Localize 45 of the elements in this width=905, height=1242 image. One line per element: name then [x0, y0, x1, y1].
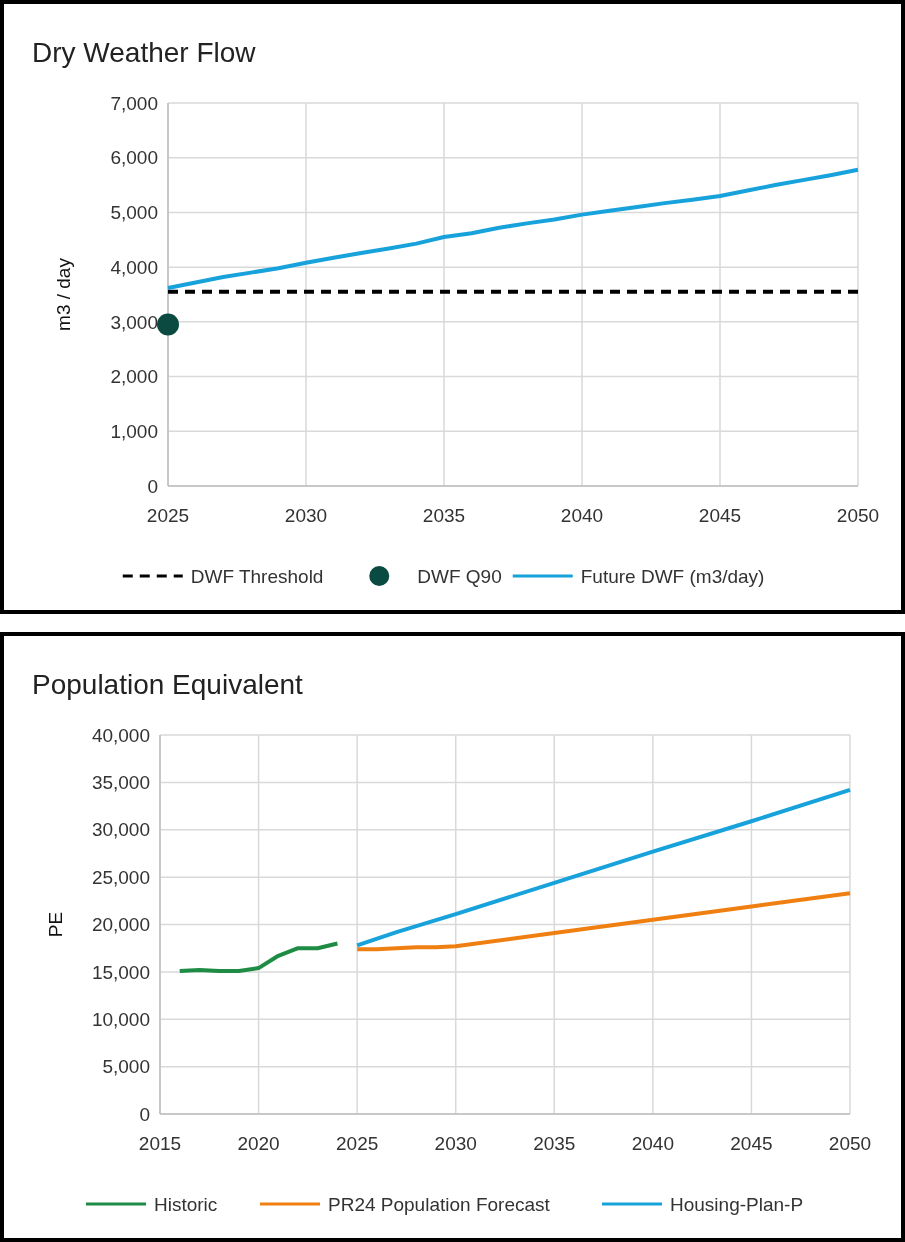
x-tick-label: 2035 [422, 505, 466, 526]
line-series [355, 787, 852, 948]
y-tick-label: 25,000 [91, 866, 150, 888]
line-series [166, 167, 860, 290]
x-tick-label: 2030 [284, 505, 328, 526]
y-axis-title: PE [45, 911, 66, 938]
x-tick-label: 2030 [434, 1133, 477, 1154]
chart-title: Population Equivalent [32, 669, 304, 700]
y-tick-label: 5,000 [110, 202, 158, 224]
y-tick-label: 7,000 [110, 92, 158, 114]
y-tick-label: 20,000 [91, 914, 150, 936]
y-tick-label: 30,000 [91, 819, 150, 841]
x-tick-label: 2040 [631, 1133, 674, 1154]
y-tick-label: 40,000 [91, 724, 150, 746]
y-tick-label: 4,000 [110, 256, 158, 278]
chart-title: Dry Weather Flow [32, 37, 257, 68]
y-tick-label: 2,000 [110, 366, 158, 388]
y-tick-label: 0 [139, 1103, 150, 1125]
y-axis-title: m3 / day [53, 257, 74, 331]
x-tick-label: 2020 [237, 1133, 280, 1154]
x-tick-label: 2025 [146, 505, 190, 526]
x-tick-label: 2045 [730, 1133, 773, 1154]
x-tick-label: 2015 [138, 1133, 182, 1154]
y-tick-label: 1,000 [110, 420, 158, 442]
y-tick-label: 3,000 [110, 311, 158, 333]
y-tick-label: 15,000 [91, 961, 150, 983]
x-tick-label: 2050 [836, 505, 880, 526]
line-series [177, 941, 340, 973]
legend-label: Historic [154, 1193, 218, 1215]
y-tick-label: 6,000 [110, 147, 158, 169]
legend-label: Future DWF (m3/day) [580, 565, 765, 587]
legend-label: Housing-Plan-P [670, 1193, 804, 1215]
x-tick-label: 2050 [828, 1133, 872, 1154]
y-tick-label: 10,000 [91, 1008, 150, 1030]
y-tick-label: 35,000 [91, 772, 150, 794]
legend-label: DWF Threshold [190, 565, 324, 587]
y-tick-label: 5,000 [102, 1056, 150, 1078]
x-tick-label: 2045 [698, 505, 742, 526]
line-series [355, 891, 852, 952]
x-tick-label: 2040 [560, 505, 604, 526]
y-tick-label: 0 [147, 475, 158, 497]
x-tick-label: 2025 [336, 1133, 379, 1154]
legend-label: DWF Q90 [417, 565, 502, 587]
x-tick-label: 2035 [533, 1133, 576, 1154]
legend-label: PR24 Population Forecast [328, 1193, 551, 1215]
